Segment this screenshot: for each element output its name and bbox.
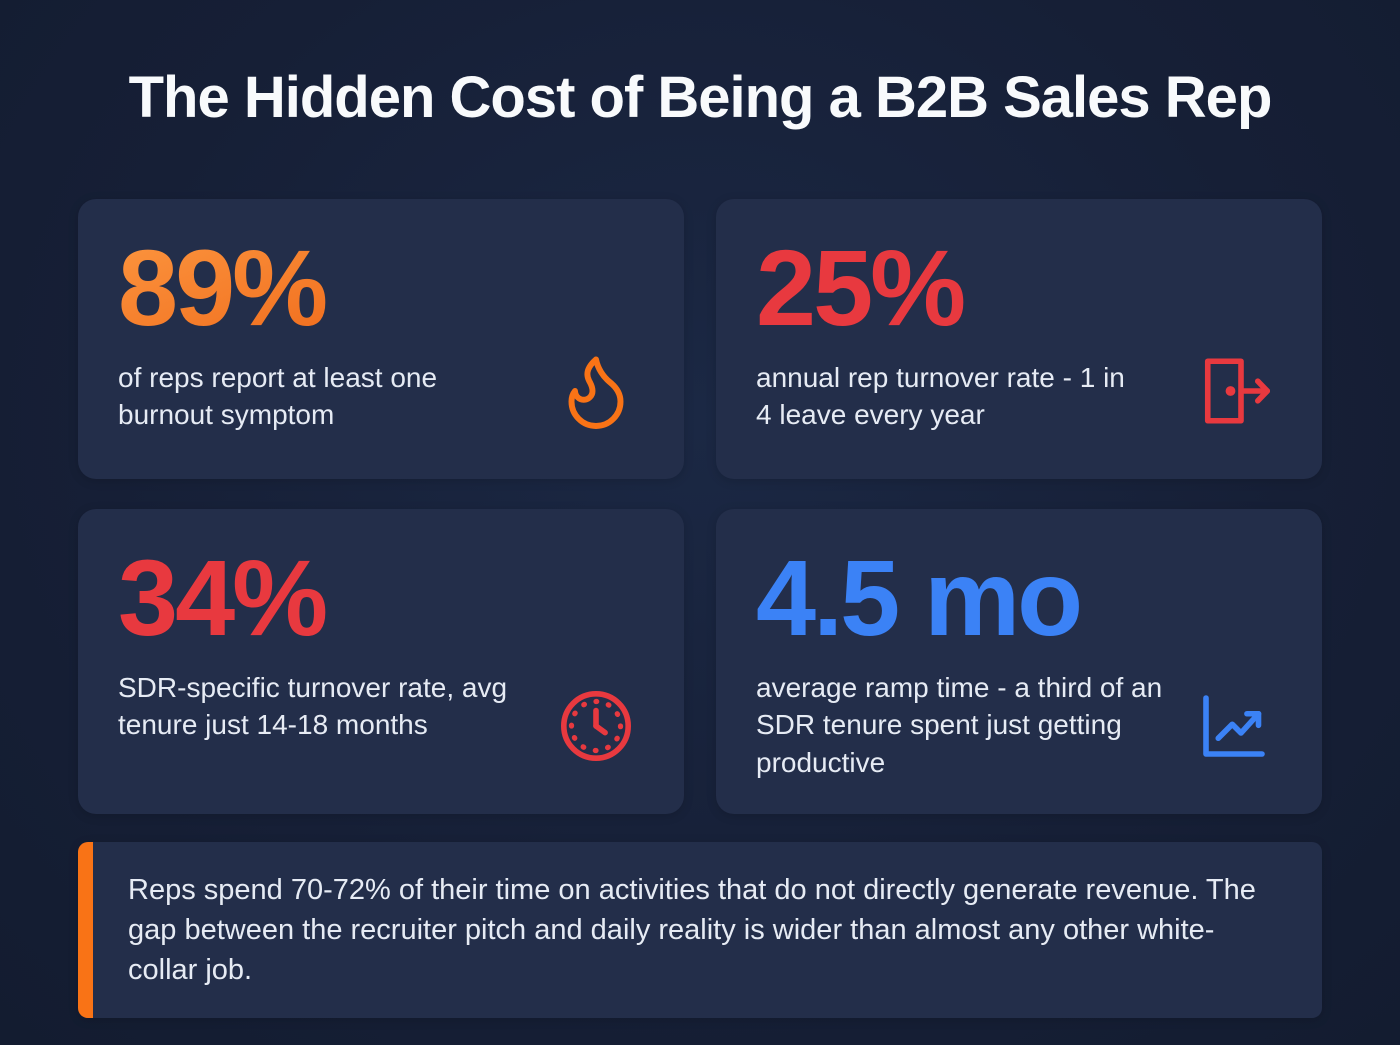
stat-value-turnover: 25%: [756, 227, 966, 348]
stat-value-ramp-time: 4.5 mo: [756, 537, 1083, 658]
stat-card-ramp-time: 4.5 mo average ramp time - a third of an…: [716, 509, 1322, 814]
stat-value-sdr-turnover: 34%: [118, 537, 328, 658]
door-exit-icon: [1192, 349, 1276, 433]
stat-card-burnout: 89% of reps report at least one burnout …: [78, 199, 684, 479]
stat-description-turnover: annual rep turnover rate - 1 in 4 leave …: [756, 362, 1125, 431]
stat-description-burnout: of reps report at least one burnout symp…: [118, 362, 438, 431]
callout-accent-bar: [78, 842, 93, 1019]
stat-card-sdr-turnover: 34% SDR-specific turnover rate, avg tenu…: [78, 509, 684, 814]
callout-panel: Reps spend 70-72% of their time on activ…: [78, 842, 1322, 1019]
flame-icon: [554, 349, 638, 433]
stat-card-turnover: 25% annual rep turnover rate - 1 in 4 le…: [716, 199, 1322, 479]
callout-text: Reps spend 70-72% of their time on activ…: [128, 874, 1256, 987]
clock-icon: [554, 684, 638, 768]
stat-description-ramp-time: average ramp time - a third of an SDR te…: [756, 672, 1163, 778]
line-chart-icon: [1192, 684, 1276, 768]
stats-grid: 89% of reps report at least one burnout …: [78, 199, 1322, 814]
stat-description-sdr-turnover: SDR-specific turnover rate, avg tenure j…: [118, 672, 508, 741]
stat-value-burnout: 89%: [118, 232, 644, 343]
page-title: The Hidden Cost of Being a B2B Sales Rep: [128, 65, 1273, 130]
